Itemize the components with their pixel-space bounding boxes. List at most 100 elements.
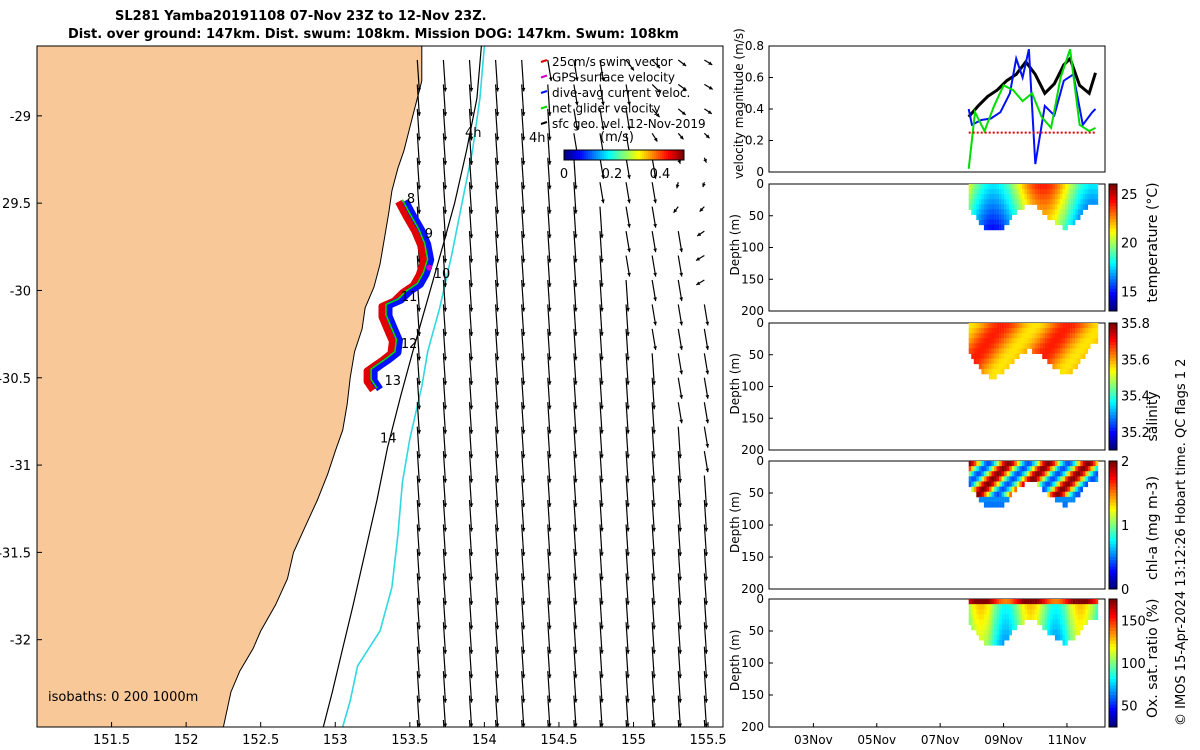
velocity-arrowhead	[599, 601, 604, 605]
velocity-arrow	[494, 231, 499, 263]
velocity-arrow	[468, 548, 473, 581]
section-cell	[1054, 629, 1058, 636]
section-cell	[994, 614, 997, 620]
section-cell	[994, 639, 997, 646]
section-cell	[976, 338, 979, 344]
section-cell	[976, 323, 979, 329]
section-cell	[991, 338, 995, 344]
section-cell	[1082, 338, 1086, 344]
section-cell	[973, 358, 977, 365]
section-cell	[988, 491, 992, 498]
section-cell	[1016, 599, 1020, 605]
section-cell	[978, 624, 982, 631]
section-cell	[1059, 609, 1063, 615]
velocity-arrow	[468, 475, 473, 508]
colorbar-cell	[1109, 203, 1117, 207]
colorbar-tick: 1	[1121, 519, 1129, 534]
section-cell	[1082, 328, 1086, 334]
section-cell	[1059, 353, 1063, 360]
section-cell	[1037, 343, 1040, 349]
colorbar-cell	[1109, 196, 1117, 201]
velocity-arrowhead	[469, 601, 474, 605]
colorbar-cell	[1109, 569, 1117, 574]
section-cell	[1049, 204, 1053, 210]
section-cell	[986, 224, 990, 231]
colorbar-cell	[1109, 467, 1117, 472]
section-cell	[1052, 338, 1056, 344]
section-cell	[1032, 476, 1035, 482]
section-cell	[986, 204, 990, 210]
section-cell	[1067, 619, 1071, 626]
y-tick-label: 0	[756, 165, 764, 179]
velocity-arrow	[677, 255, 683, 277]
colorbar-cell	[1109, 323, 1117, 327]
velocity-arrowhead	[521, 210, 526, 214]
section-cell	[1021, 609, 1025, 615]
section-cell	[994, 338, 997, 344]
velocity-arrow	[494, 206, 499, 239]
section-cell	[996, 619, 1000, 626]
section-cell	[973, 204, 977, 210]
velocity-arrow	[677, 499, 681, 532]
section-cell	[996, 501, 1000, 508]
section-cell	[981, 614, 985, 620]
colorbar-cell	[1109, 225, 1117, 229]
section-cell	[1044, 614, 1048, 620]
section-cell	[1062, 358, 1066, 365]
velocity-arrowhead	[495, 405, 500, 410]
colorbar-cell	[1109, 367, 1117, 372]
velocity-arrowhead	[521, 723, 526, 727]
colorbar-tick: 0	[560, 167, 568, 182]
section-cell	[978, 486, 982, 493]
colorbar-tick: 20	[1121, 237, 1138, 252]
section-cell	[996, 466, 1000, 472]
velocity-arrow	[468, 84, 473, 116]
section-cell	[996, 368, 1000, 375]
section-cell	[991, 353, 995, 360]
colorbar-cell	[1109, 285, 1117, 290]
section-cell	[988, 501, 992, 508]
section-cell	[1006, 491, 1010, 498]
colorbar-cell	[570, 150, 573, 160]
velocity-arrowhead	[652, 552, 656, 556]
section-cell	[1067, 599, 1071, 605]
section-cell	[968, 348, 972, 354]
section-cell	[1062, 363, 1066, 370]
section-cell	[981, 481, 985, 488]
velocity-arrow	[521, 402, 525, 434]
velocity-arrow	[547, 279, 551, 312]
section-cell	[1070, 333, 1073, 339]
section-cell	[1011, 609, 1015, 615]
colorbar-cell	[608, 150, 611, 160]
isobath-200m	[322, 46, 482, 727]
colorbar-cell	[576, 150, 579, 160]
velocity-arrow	[468, 353, 473, 385]
section-cell	[973, 323, 977, 329]
section-cell	[1062, 629, 1066, 636]
section-cell	[1062, 614, 1066, 620]
velocity-arrowhead	[417, 552, 422, 556]
section-cell	[991, 501, 995, 508]
section-cell	[1077, 358, 1081, 365]
section-cell	[1085, 194, 1089, 200]
section-cell	[1027, 614, 1030, 620]
colorbar-cell	[638, 150, 641, 160]
colorbar-cell	[1109, 602, 1117, 606]
colorbar-cell	[1109, 396, 1117, 400]
gps-surface-velocity	[426, 264, 433, 271]
colorbar-cell	[1109, 430, 1117, 435]
section-cell	[1075, 199, 1078, 205]
section-cell	[1019, 194, 1023, 200]
section-cell	[981, 184, 985, 190]
section-cell	[1024, 338, 1028, 344]
velocity-arrowhead	[626, 454, 630, 459]
velocity-arrow	[599, 353, 603, 385]
colorbar-cell	[654, 150, 657, 160]
section-cell	[1057, 358, 1061, 365]
section-cell	[1072, 328, 1076, 334]
colorbar-cell	[582, 150, 585, 160]
section-cell	[1065, 224, 1068, 231]
velocity-arrow	[442, 426, 447, 459]
colorbar-cell	[1109, 496, 1117, 500]
section-cell	[1077, 323, 1081, 329]
